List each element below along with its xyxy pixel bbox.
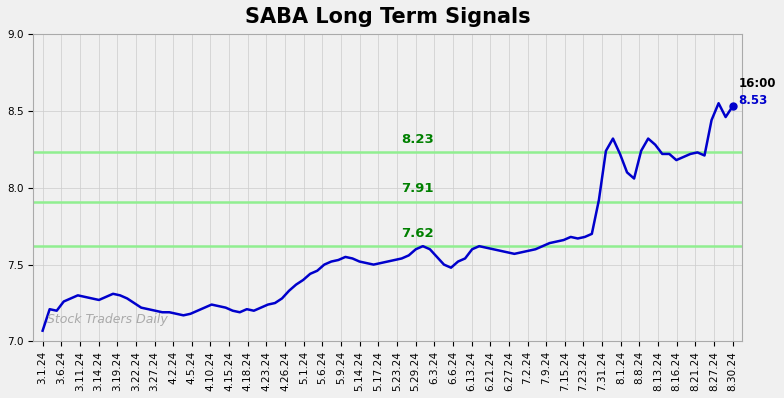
Title: SABA Long Term Signals: SABA Long Term Signals — [245, 7, 531, 27]
Text: 16:00: 16:00 — [739, 77, 775, 90]
Text: 7.62: 7.62 — [401, 227, 434, 240]
Text: Stock Traders Daily: Stock Traders Daily — [48, 313, 169, 326]
Text: 7.91: 7.91 — [401, 182, 434, 195]
Text: 8.23: 8.23 — [401, 133, 434, 146]
Text: 8.53: 8.53 — [739, 94, 768, 107]
